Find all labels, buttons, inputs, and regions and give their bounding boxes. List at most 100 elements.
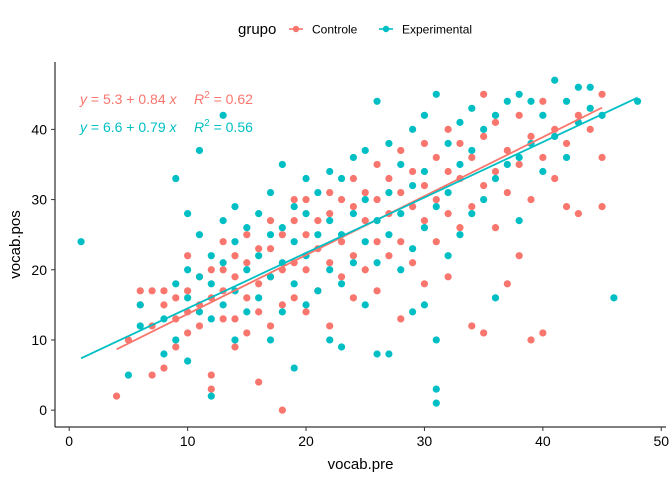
- data-point-controle: [266, 322, 275, 330]
- data-point-controle: [397, 146, 405, 155]
- data-point-controle: [385, 174, 393, 183]
- data-point-controle: [326, 188, 334, 197]
- data-point-controle: [290, 294, 298, 302]
- x-tick-label: 30: [417, 433, 433, 449]
- data-point-controle: [255, 308, 263, 316]
- data-point-controle: [574, 210, 582, 218]
- data-point-experimental: [184, 357, 192, 365]
- data-point-controle: [420, 217, 429, 225]
- data-point-controle: [527, 336, 535, 344]
- data-point-controle: [255, 245, 263, 253]
- data-point-controle: [456, 224, 464, 232]
- data-point-experimental: [586, 83, 594, 91]
- data-point-controle: [432, 238, 440, 246]
- data-point-controle: [207, 266, 215, 274]
- data-point-controle: [160, 287, 168, 295]
- data-point-experimental: [231, 202, 239, 211]
- data-point-experimental: [290, 238, 298, 246]
- data-point-controle: [184, 252, 192, 260]
- data-point-controle: [302, 195, 310, 204]
- data-point-experimental: [207, 280, 215, 288]
- data-point-experimental: [255, 210, 263, 218]
- data-point-experimental: [385, 231, 393, 239]
- data-point-experimental: [278, 308, 286, 316]
- y-tick-label: 40: [31, 121, 47, 137]
- data-point-controle: [598, 202, 606, 211]
- points-experimental: [77, 76, 642, 407]
- data-point-experimental: [326, 336, 334, 344]
- data-point-controle: [562, 202, 571, 211]
- data-point-experimental: [515, 90, 523, 98]
- data-point-experimental: [219, 111, 227, 119]
- data-point-experimental: [136, 301, 144, 309]
- data-point-experimental: [184, 266, 192, 274]
- data-point-experimental: [219, 301, 227, 309]
- data-point-controle: [349, 252, 357, 260]
- data-point-experimental: [409, 308, 417, 316]
- regression-equation-experimental: y = 6.6 + 0.79 x: [79, 119, 178, 135]
- data-point-experimental: [361, 238, 369, 246]
- data-point-experimental: [314, 231, 322, 239]
- data-point-controle: [480, 329, 488, 337]
- data-point-controle: [172, 343, 180, 351]
- data-point-experimental: [456, 160, 464, 169]
- data-point-controle: [278, 406, 286, 414]
- data-point-controle: [527, 195, 535, 204]
- data-point-controle: [361, 266, 369, 274]
- data-point-controle: [491, 167, 500, 176]
- regression-lines: [80, 96, 638, 360]
- data-point-experimental: [456, 231, 464, 239]
- data-point-controle: [373, 195, 381, 204]
- data-point-controle: [586, 125, 594, 133]
- data-point-experimental: [77, 238, 85, 246]
- data-point-experimental: [456, 118, 464, 126]
- data-point-experimental: [432, 385, 440, 393]
- data-point-experimental: [420, 111, 429, 119]
- legend-title: grupo: [238, 21, 276, 38]
- data-point-controle: [207, 385, 215, 393]
- data-point-controle: [409, 167, 417, 176]
- data-point-experimental: [243, 308, 251, 316]
- data-point-experimental: [361, 146, 369, 155]
- data-point-controle: [160, 364, 168, 372]
- regression-line-experimental: [80, 96, 638, 360]
- legend-item-experimental: Experimental: [379, 23, 472, 37]
- data-point-experimental: [314, 188, 322, 197]
- data-point-experimental: [290, 280, 298, 288]
- data-point-controle: [278, 231, 286, 239]
- data-point-controle: [598, 90, 606, 98]
- data-point-experimental: [491, 174, 500, 183]
- data-point-controle: [373, 238, 381, 246]
- data-point-experimental: [361, 301, 369, 309]
- data-point-controle: [326, 259, 334, 267]
- data-point-experimental: [385, 350, 393, 358]
- data-point-controle: [112, 392, 121, 400]
- legend-label-experimental: Experimental: [402, 23, 472, 37]
- data-point-experimental: [349, 153, 357, 162]
- data-point-experimental: [302, 174, 310, 183]
- data-point-controle: [195, 322, 204, 330]
- data-point-experimental: [207, 392, 215, 400]
- data-point-experimental: [444, 252, 452, 260]
- data-point-experimental: [633, 97, 642, 105]
- data-point-controle: [243, 294, 251, 302]
- data-point-controle: [266, 217, 275, 225]
- data-point-experimental: [207, 315, 215, 323]
- x-tick-label: 40: [535, 433, 551, 449]
- data-point-experimental: [420, 224, 429, 232]
- data-point-experimental: [266, 336, 275, 344]
- data-point-experimental: [184, 210, 192, 218]
- data-point-experimental: [172, 280, 180, 288]
- data-point-controle: [468, 322, 476, 330]
- data-point-experimental: [444, 188, 452, 197]
- data-point-controle: [361, 188, 369, 197]
- data-point-controle: [243, 259, 251, 267]
- data-point-experimental: [278, 224, 286, 232]
- data-point-experimental: [503, 160, 511, 169]
- data-point-controle: [432, 153, 440, 162]
- data-point-controle: [231, 315, 239, 323]
- data-point-controle: [231, 273, 239, 281]
- legend-key-point-controle: [292, 25, 300, 33]
- data-point-experimental: [278, 160, 286, 169]
- data-point-experimental: [207, 252, 215, 260]
